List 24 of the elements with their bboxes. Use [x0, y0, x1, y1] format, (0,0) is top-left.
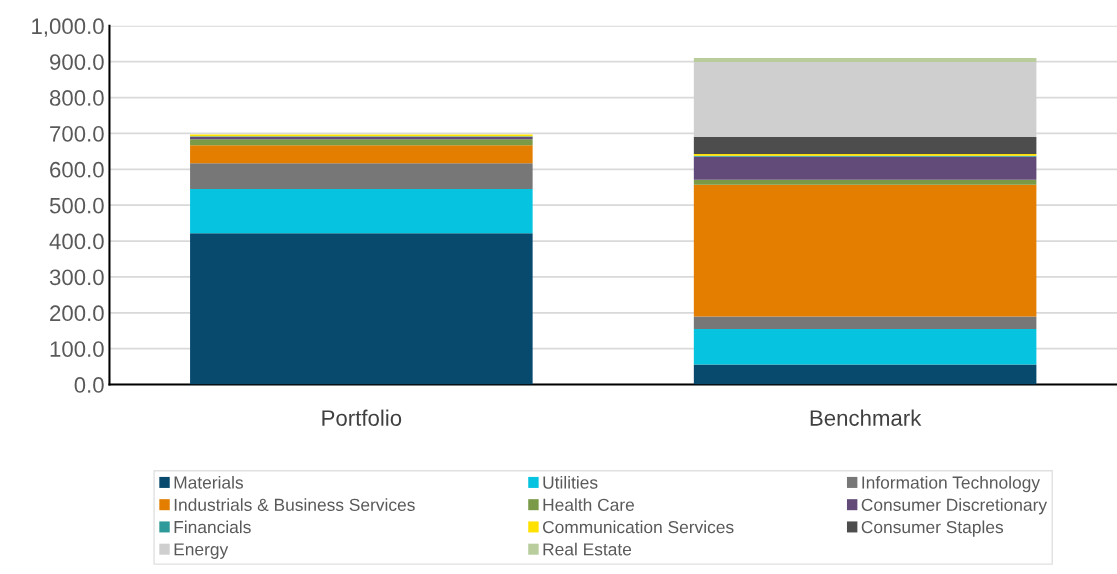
legend-label: Consumer Staples	[861, 520, 1004, 537]
y-tick-label: 300.0	[49, 269, 104, 286]
y-tick-label: 0.0	[74, 377, 104, 393]
legend-label: Materials	[174, 475, 243, 489]
x-tick-label: Benchmark	[810, 409, 922, 426]
legend-label: Industrials & Business Services	[174, 498, 415, 511]
y-tick-label: 500.0	[49, 197, 104, 214]
legend-label: Information Technology	[862, 475, 1041, 493]
y-tick-label: 700.0	[50, 125, 104, 142]
legend-label: Health Care	[543, 498, 634, 511]
legend-label: Real Estate	[543, 542, 632, 556]
y-tick-label: 200.0	[50, 305, 104, 322]
legend-label: Utilities	[543, 475, 598, 489]
legend-label: Communication Services	[543, 520, 734, 534]
legend-label: Consumer Discretionary	[861, 498, 1048, 515]
y-tick-label: 600.0	[50, 161, 104, 178]
legend-label: Energy	[174, 543, 229, 559]
x-tick-label: Portfolio	[322, 409, 402, 426]
y-tick-label: 100.0	[50, 341, 104, 357]
y-tick-label: 400.0	[49, 233, 104, 250]
legend-label: Financials	[174, 520, 251, 534]
y-tick-label: 900.0	[50, 54, 104, 70]
y-tick-label: 1,000.0	[32, 18, 104, 37]
y-tick-label: 800.0	[49, 90, 104, 106]
